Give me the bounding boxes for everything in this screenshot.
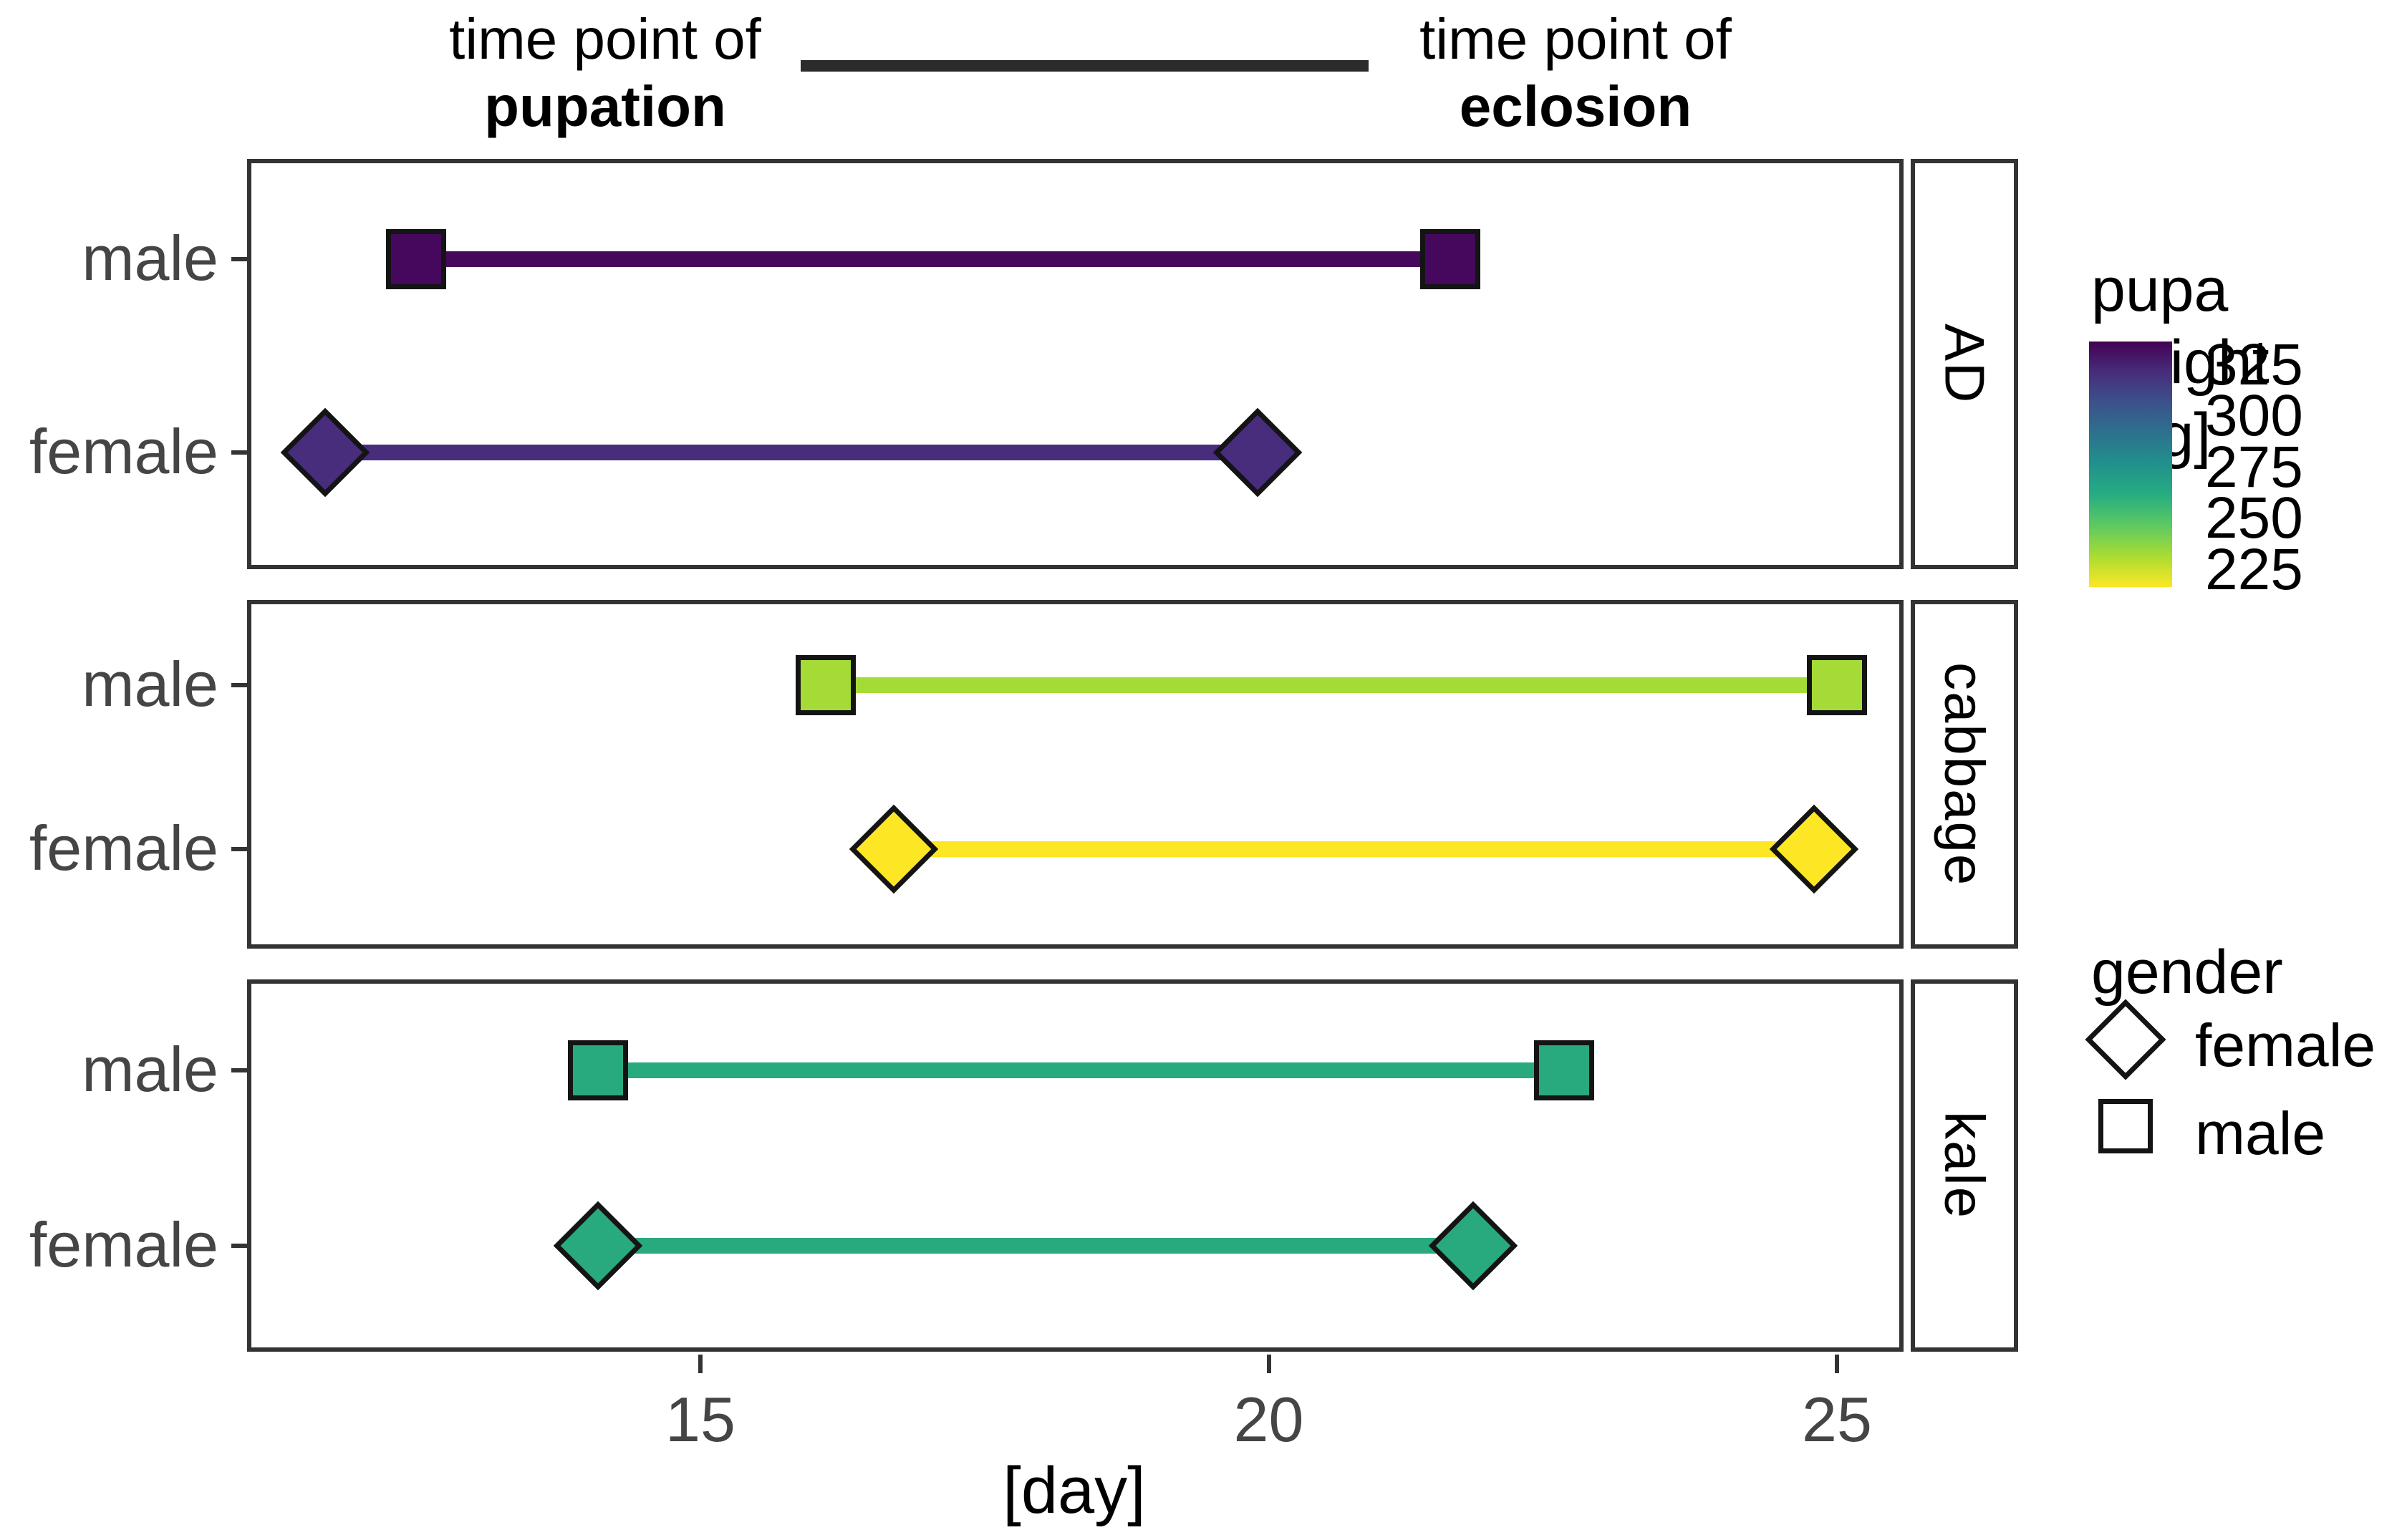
header-right-title: time point of eclosion — [1361, 6, 1790, 141]
colorbar-tick-label: 250 — [2205, 485, 2303, 551]
y-axis-label-female: female — [29, 813, 218, 884]
pupation-marker-kale-male — [568, 1040, 629, 1101]
header-right-line2: eclosion — [1459, 74, 1692, 139]
male-square-icon — [2098, 1099, 2153, 1153]
x-axis-label: 20 — [1233, 1384, 1304, 1455]
y-axis-label-female: female — [29, 415, 218, 487]
facet-panel-cabbage — [247, 600, 1904, 949]
header-connector-line — [801, 60, 1369, 72]
header-right-line1: time point of — [1419, 7, 1732, 71]
eclosion-marker-cabbage-male — [1807, 655, 1867, 716]
x-axis-tick — [1266, 1355, 1271, 1373]
facet-strip-AD: AD — [1911, 159, 2018, 569]
x-axis-tick — [1835, 1355, 1839, 1373]
colorbar-tick-label: 325 — [2205, 332, 2303, 397]
colorbar-tick-label: 275 — [2205, 434, 2303, 500]
range-line-kale-female — [598, 1237, 1474, 1254]
x-axis-tick — [698, 1355, 703, 1373]
gender-legend-label-male: male — [2195, 1100, 2326, 1167]
y-axis-label-male: male — [82, 223, 218, 294]
facet-strip-label: AD — [1933, 324, 1997, 405]
facet-strip-label: kale — [1933, 1111, 1997, 1220]
y-axis-tick — [231, 450, 247, 455]
pupation-marker-AD-male — [386, 229, 447, 290]
y-axis-tick — [231, 683, 247, 688]
gender-legend-label-female: female — [2195, 1012, 2376, 1079]
y-axis-tick — [231, 847, 247, 852]
x-axis-label: 25 — [1802, 1384, 1872, 1455]
header-left-line2: pupation — [484, 74, 726, 139]
facet-strip-kale: kale — [1911, 979, 2018, 1352]
range-line-cabbage-female — [893, 841, 1815, 858]
y-axis-tick — [231, 1068, 247, 1073]
y-axis-label-female: female — [29, 1209, 218, 1280]
facet-panel-kale — [247, 979, 1904, 1352]
colorbar-tick-label: 225 — [2205, 536, 2303, 602]
header-left-title: time point of pupation — [390, 6, 820, 141]
range-line-kale-male — [598, 1062, 1565, 1079]
header-left-line1: time point of — [449, 7, 761, 71]
range-line-cabbage-male — [825, 677, 1837, 694]
y-axis-tick — [231, 257, 247, 262]
y-axis-label-male: male — [82, 649, 218, 720]
x-axis-label: 15 — [665, 1384, 735, 1455]
y-axis-label-male: male — [82, 1034, 218, 1105]
eclosion-marker-kale-male — [1534, 1040, 1595, 1101]
facet-panel-AD — [247, 159, 1904, 569]
facet-strip-label: cabbage — [1933, 662, 1997, 887]
range-line-AD-male — [416, 251, 1451, 268]
gender-legend-title: gender — [2091, 938, 2283, 1007]
colorbar-tick-label: 300 — [2205, 383, 2303, 449]
pupa-weight-colorbar — [2089, 342, 2172, 587]
colorbar-title-line1: pupa — [2091, 256, 2229, 324]
eclosion-marker-AD-male — [1420, 229, 1481, 290]
y-axis-tick — [231, 1243, 247, 1248]
pupation-marker-cabbage-male — [795, 655, 856, 716]
facet-strip-cabbage: cabbage — [1911, 600, 2018, 949]
range-line-AD-female — [325, 444, 1258, 460]
x-axis-title: [day] — [1003, 1454, 1146, 1527]
